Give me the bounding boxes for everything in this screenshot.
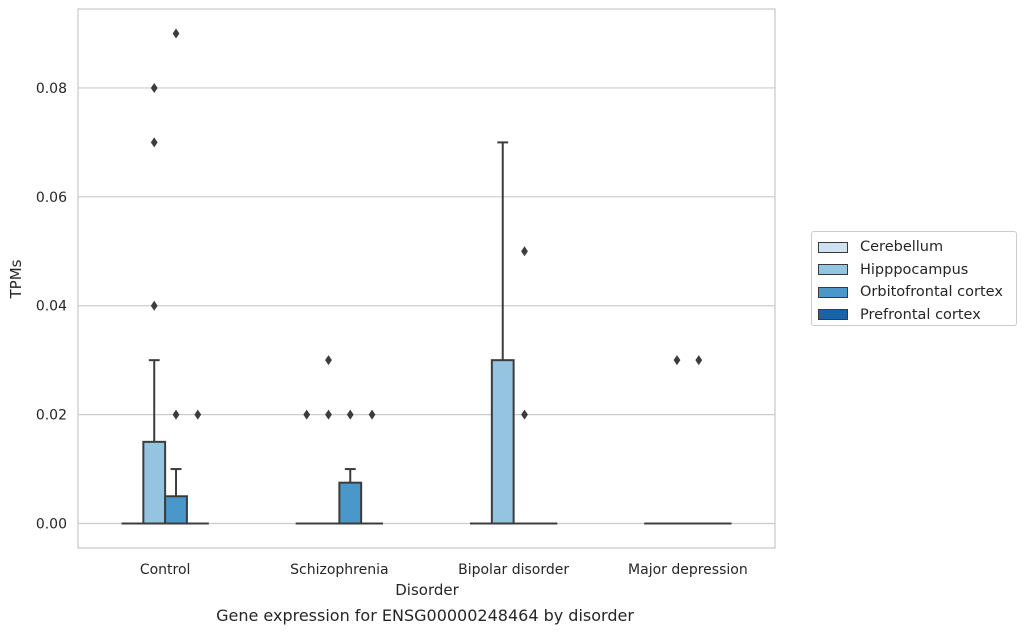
figure-caption: Gene expression for ENSG00000248464 by d… [216,606,634,625]
box-group [687,355,710,525]
x-axis-label: Disorder [395,581,459,599]
outlier-point [368,409,376,420]
y-tick-label: 0.08 [36,81,67,97]
box-group [186,409,209,525]
box-group [295,409,318,525]
legend-swatch-hippocampus [818,264,848,276]
y-tick-label: 0.00 [36,517,67,533]
x-tick-label: Schizophrenia [290,562,388,578]
box-body [490,359,515,525]
legend: Cerebellum Hipppocampus Orbitofrontal co… [811,231,1017,326]
box-body [142,440,167,525]
legend-label: Hipppocampus [860,261,969,278]
grid-lines [78,87,775,525]
y-tick-label: 0.06 [36,190,67,206]
plot-frame [77,8,776,549]
outlier-point [303,409,311,420]
outlier-point [194,409,202,420]
outlier-point [521,246,528,257]
outlier-point [325,409,332,420]
box-group [490,141,515,525]
y-axis-label: TPMs [7,259,25,299]
y-tick-labels: 0.00 0.02 0.04 0.06 0.08 [36,81,67,533]
legend-swatch-prefrontal-cortex [818,309,848,321]
outlier-point [150,82,158,93]
legend-label: Prefrontal cortex [860,306,981,323]
x-tick-label: Bipolar disorder [458,562,569,578]
outlier-point [150,137,158,148]
outlier-point [150,300,158,311]
x-tick-label: Control [140,562,191,578]
box-body [338,481,363,525]
outlier-point [325,355,332,366]
box-group [338,409,363,525]
outlier-point [695,355,703,366]
outlier-point [346,409,354,420]
box-group [666,355,688,525]
legend-swatch-cerebellum [818,241,848,253]
outlier-point [521,409,528,420]
box-group [317,355,340,525]
outlier-point [172,409,180,420]
outlier-point [673,355,681,366]
y-tick-label: 0.04 [36,299,67,315]
legend-item-orbitofrontal-cortex: Orbitofrontal cortex [818,281,1010,304]
legend-label: Orbitofrontal cortex [860,284,1003,301]
y-tick-label: 0.02 [36,408,67,424]
x-tick-label: Major depression [628,562,748,578]
x-tick-labels: Control Schizophrenia Bipolar disorder Majo… [140,562,748,578]
box-group [361,409,383,525]
box-group [164,28,188,525]
legend-item-prefrontal-cortex: Prefrontal cortex [818,304,1010,327]
outlier-point [172,28,180,39]
boxes [121,28,732,525]
box-body [164,495,188,525]
legend-label: Cerebellum [860,239,944,256]
legend-swatch-orbitofrontal-cortex [818,286,848,298]
legend-item-hippocampus: Hipppocampus [818,259,1010,282]
legend-item-cerebellum: Cerebellum [818,236,1010,259]
box-group [142,82,167,525]
box-group [513,246,536,525]
